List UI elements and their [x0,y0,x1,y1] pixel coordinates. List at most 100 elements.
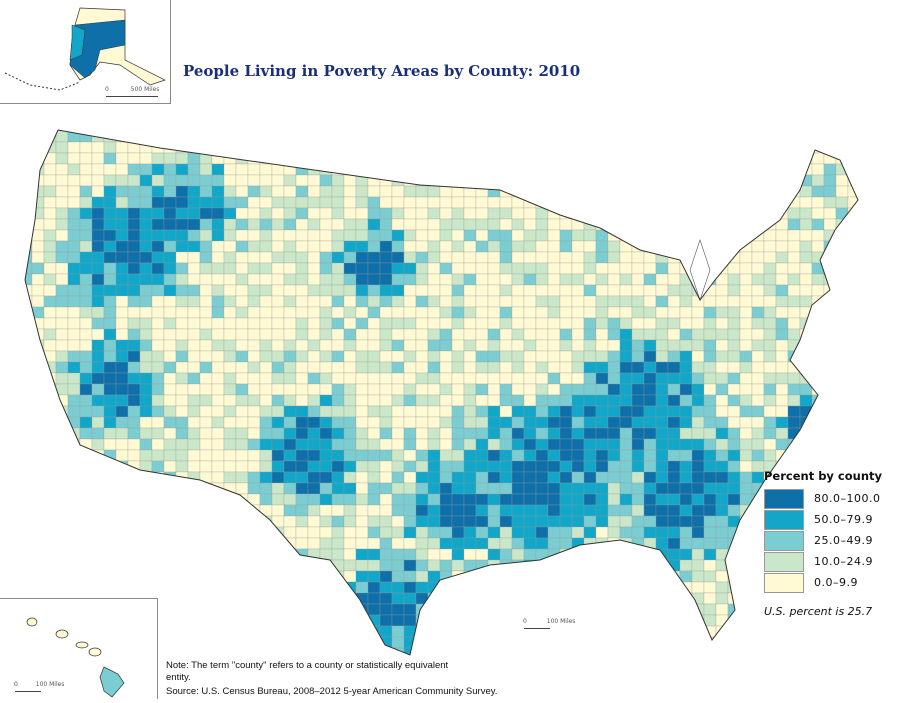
county [283,592,297,605]
county [391,130,405,143]
county [367,592,381,605]
county [163,240,177,253]
county [43,174,57,187]
county [463,603,477,616]
county [643,185,657,198]
county [223,196,237,209]
county [847,394,858,407]
county [487,141,501,154]
county [535,581,549,594]
county [631,636,645,649]
county [715,174,729,187]
county [631,504,645,517]
county [811,317,825,330]
county [523,229,537,242]
county [223,581,237,594]
county [535,361,549,374]
county [463,207,477,220]
county [451,372,465,385]
county [583,515,597,528]
county [331,306,345,319]
county [295,306,309,319]
county [535,218,549,231]
county [823,295,837,308]
county [403,207,417,220]
county [547,317,561,330]
county [307,581,321,594]
county [715,438,729,451]
county [571,438,585,451]
county [511,229,525,242]
county [127,427,141,440]
county [91,548,105,561]
county [187,493,201,506]
county [31,240,45,253]
county [139,306,153,319]
county [31,383,45,396]
county [860,120,872,131]
county [739,427,753,440]
county [187,570,201,583]
county [439,581,453,594]
county [679,537,693,550]
county [631,152,645,165]
county [463,196,477,209]
county [607,152,621,165]
county [775,240,789,253]
county [715,636,729,649]
county [67,570,81,583]
county [91,383,105,396]
county [271,141,285,154]
county [343,383,357,396]
county [631,350,645,363]
county [139,207,153,220]
county [511,504,525,517]
county [175,163,189,176]
county [763,372,777,385]
county [175,295,189,308]
county [799,130,813,143]
county [379,537,393,550]
county [367,482,381,495]
county [247,515,261,528]
county [715,141,729,154]
county [379,416,393,429]
county [739,438,753,451]
county [763,196,777,209]
county [643,284,657,297]
county [139,383,153,396]
county [691,306,705,319]
county [451,493,465,506]
county [787,449,801,462]
county [595,240,609,253]
county [319,317,333,330]
county [439,273,453,286]
county [547,416,561,429]
county [643,328,657,341]
county [475,592,489,605]
county [631,647,645,655]
county [223,526,237,539]
county [25,438,33,451]
county [307,394,321,407]
county [367,317,381,330]
county [139,559,153,572]
county [415,295,429,308]
county [835,361,849,374]
county [427,548,441,561]
county [295,185,309,198]
county [583,163,597,176]
county [379,130,393,132]
county [787,328,801,341]
county [667,361,681,374]
county [667,295,681,308]
county [715,383,729,396]
county [547,240,561,253]
county [595,130,609,143]
county [475,328,489,341]
county [523,295,537,308]
county [187,592,201,605]
county [307,383,321,396]
county [439,427,453,440]
county [211,240,225,253]
